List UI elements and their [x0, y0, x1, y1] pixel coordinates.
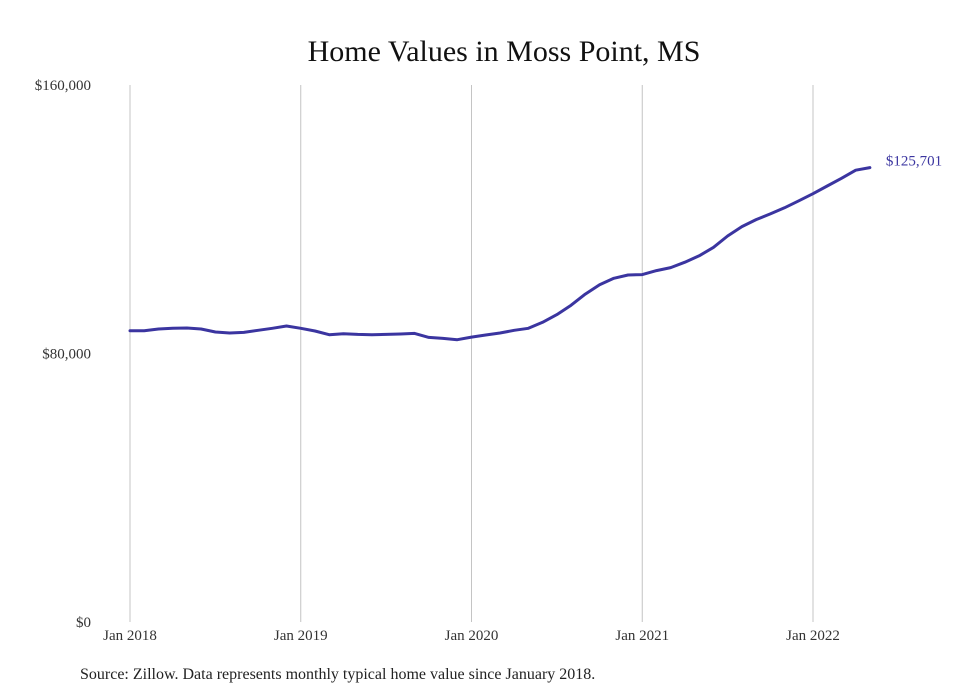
data-point [399, 333, 402, 335]
series-line [128, 166, 872, 342]
line-chart: Home Values in Moss Point, MS Jan 2018 Ja… [35, 35, 942, 644]
data-point [598, 283, 601, 286]
y-tick-label: $80,000 [42, 347, 91, 363]
data-point [527, 327, 530, 330]
data-point [798, 200, 800, 202]
data-point [186, 327, 188, 329]
data-point [328, 333, 331, 336]
data-point [584, 293, 587, 295]
data-point [171, 327, 174, 330]
chart-title: Home Values in Moss Point, MS [308, 35, 701, 68]
data-point [556, 313, 558, 316]
data-point [456, 338, 459, 341]
data-point [143, 329, 145, 332]
y-tick-label: $160,000 [35, 78, 91, 94]
data-point [812, 192, 814, 195]
data-point [712, 246, 715, 249]
data-point [698, 255, 700, 257]
data-point [869, 166, 871, 169]
data-point [755, 218, 757, 221]
data-point [783, 207, 786, 209]
data-point [613, 277, 615, 280]
data-point [257, 329, 259, 332]
series-layer: $125,701 [128, 154, 942, 342]
axis-labels: Jan 2018 Jan 2019 Jan 2020 Jan 2021 Jan 2022… [35, 78, 840, 644]
data-point [741, 225, 743, 228]
data-point [840, 177, 843, 180]
x-tick-label: Jan 2020 [445, 628, 499, 644]
data-point [769, 213, 772, 215]
data-point [300, 327, 302, 330]
data-point [627, 274, 629, 276]
data-point [356, 333, 359, 336]
data-point [669, 266, 672, 269]
data-point [541, 321, 544, 324]
data-point [442, 337, 444, 340]
data-point [129, 329, 131, 332]
grid-layer [129, 85, 814, 622]
data-point [513, 329, 515, 332]
data-point [385, 333, 387, 336]
source-note: Source: Zillow. Data represents monthly … [80, 666, 596, 683]
end-value-label: $125,701 [886, 154, 942, 170]
data-point [499, 332, 501, 334]
data-point [428, 336, 430, 339]
data-point [342, 332, 345, 335]
x-tick-label: Jan 2019 [274, 628, 328, 644]
data-point [484, 334, 487, 336]
data-point [285, 325, 288, 327]
data-point [726, 235, 729, 237]
data-point [228, 332, 231, 334]
data-point [684, 261, 686, 264]
x-tick-label: Jan 2018 [103, 628, 157, 644]
data-point [641, 273, 644, 276]
data-point [214, 331, 217, 333]
data-point [413, 332, 416, 335]
data-point [655, 269, 658, 272]
x-tick-label: Jan 2021 [615, 628, 669, 644]
x-tick-label: Jan 2022 [786, 628, 840, 644]
data-point [271, 327, 274, 330]
y-tick-label: $0 [76, 615, 91, 631]
data-point [826, 185, 828, 187]
data-point [314, 330, 316, 332]
data-point [570, 304, 572, 307]
data-point [371, 333, 373, 336]
data-point [200, 328, 202, 330]
data-point [854, 169, 857, 171]
data-point [157, 328, 160, 330]
data-point [243, 331, 245, 334]
data-point [470, 336, 473, 338]
